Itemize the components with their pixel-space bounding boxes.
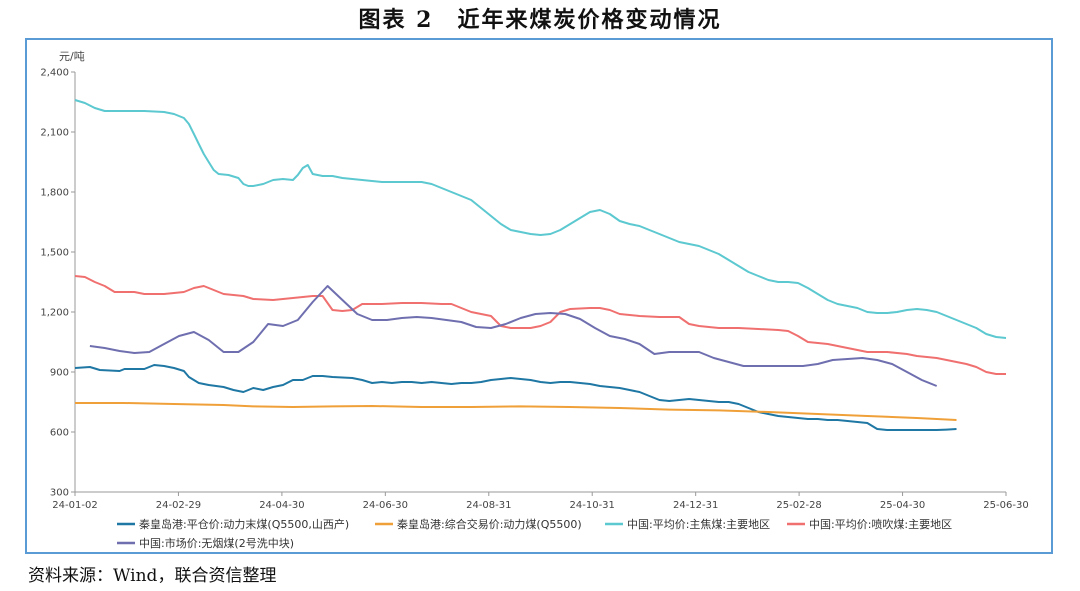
legend-label: 秦皇岛港:平仓价:动力末煤(Q5500,山西产) (139, 517, 349, 531)
line-chart: 元/吨 300 600 900 1,200 1,500 1,800 2,100 2,400 24-… (40, 50, 1028, 550)
y-tick-label: 2,100 (40, 128, 69, 139)
series-line-4 (74, 275, 1006, 375)
chart-frame: 元/吨 300 600 900 1,200 1,500 1,800 2,100 2,400 24-… (25, 38, 1053, 554)
y-tick-label: 1,200 (40, 308, 69, 319)
series-line-2 (75, 402, 957, 421)
x-tick-label: 25-04-30 (880, 500, 925, 511)
x-tick-label: 25-02-28 (776, 500, 821, 511)
chart-title: 图表 2 近年来煤炭价格变动情况 (358, 7, 722, 33)
x-tick-label: 24-08-31 (466, 500, 511, 511)
x-tick-label: 24-12-31 (673, 500, 718, 511)
legend-label: 秦皇岛港:综合交易价:动力煤(Q5500) (397, 517, 582, 531)
x-tick-label: 24-02-29 (156, 500, 201, 511)
series-line-1 (74, 364, 957, 431)
series-line-3 (74, 99, 1007, 339)
legend-label: 中国:平均价:喷吹煤:主要地区 (809, 518, 952, 531)
x-tick-label: 24-04-30 (259, 500, 304, 511)
y-tick-label: 300 (50, 488, 69, 499)
y-tick-label: 600 (50, 428, 69, 439)
legend-label: 中国:市场价:无烟煤(2号洗中块) (139, 536, 294, 550)
legend-label: 中国:平均价:主焦煤:主要地区 (627, 518, 770, 531)
y-tick-label: 900 (50, 368, 69, 379)
x-tick-label: 24-01-02 (52, 500, 97, 511)
y-axis-title: 元/吨 (59, 50, 85, 63)
x-tick-label: 24-10-31 (570, 500, 615, 511)
source-note: 资料来源：Wind，联合资信整理 (28, 566, 277, 586)
x-tick-label: 24-06-30 (363, 500, 408, 511)
x-tick-label: 25-06-30 (983, 500, 1028, 511)
series-line-5 (89, 285, 938, 387)
y-tick-label: 1,500 (40, 248, 69, 259)
y-tick-label: 2,400 (40, 68, 69, 79)
y-tick-label: 1,800 (40, 188, 69, 199)
